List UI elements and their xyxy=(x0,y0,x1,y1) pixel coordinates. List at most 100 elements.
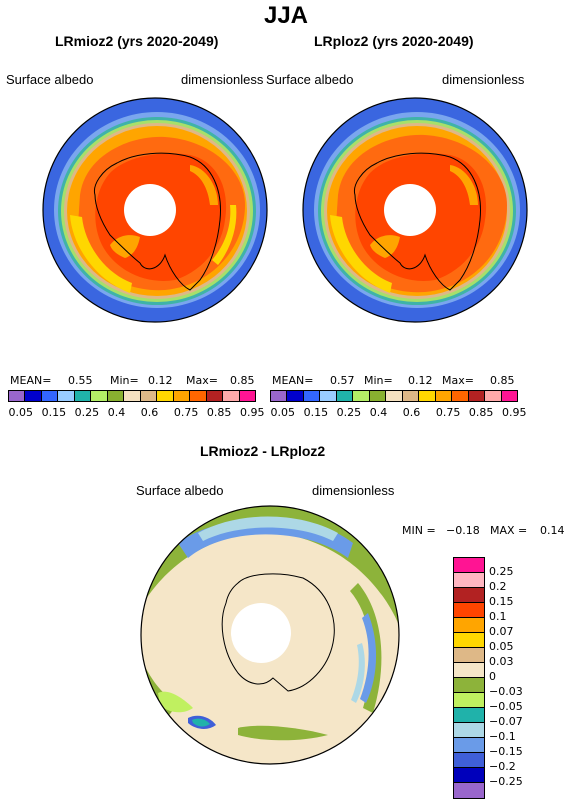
panel-2-max-label: Max= xyxy=(442,374,474,387)
colorbar-swatch xyxy=(287,391,304,401)
colorbar-tick-label: 0.2 xyxy=(489,580,507,593)
panel-2-min: 0.12 xyxy=(408,374,433,387)
colorbar-swatch xyxy=(353,391,370,401)
diff-max-label: MAX = xyxy=(490,524,528,537)
colorbar-swatch xyxy=(107,391,125,401)
colorbar-swatch xyxy=(454,618,484,633)
panel-2-variable: Surface albedo xyxy=(266,72,354,87)
colorbar-swatch xyxy=(271,391,288,401)
colorbar-swatch xyxy=(454,723,484,738)
panel-1-units: dimensionless xyxy=(181,72,264,87)
colorbar-tick-label: 0.05 xyxy=(270,406,296,419)
colorbar-tick-label: 0.05 xyxy=(8,406,34,419)
colorbar-tick-label: 0.1 xyxy=(489,610,507,623)
colorbar-swatch xyxy=(239,391,256,401)
panel-1-colorbar-labels: 0.05 0.15 0.25 0.4 0.6 0.75 0.85 0.95 xyxy=(8,406,265,420)
colorbar-swatch xyxy=(454,663,484,678)
colorbar-tick-label: 0.75 xyxy=(435,406,461,419)
colorbar-swatch xyxy=(468,391,486,401)
colorbar-tick-label: 0.75 xyxy=(173,406,199,419)
colorbar-swatch xyxy=(454,768,484,783)
colorbar-swatch xyxy=(58,391,75,401)
diff-title: LRmioz2 - LRploz2 xyxy=(200,443,326,459)
colorbar-swatch xyxy=(501,391,518,401)
colorbar-tick-label: 0.85 xyxy=(206,406,232,419)
panel-1-title: LRmioz2 (yrs 2020-2049) xyxy=(55,33,219,49)
colorbar-tick-label: −0.15 xyxy=(489,745,523,758)
colorbar-tick-label: 0.25 xyxy=(74,406,100,419)
colorbar-swatch xyxy=(320,391,337,401)
panel-1-variable: Surface albedo xyxy=(6,72,94,87)
colorbar-swatch xyxy=(157,391,174,401)
colorbar-swatch xyxy=(454,738,484,753)
colorbar-tick-label: 0.25 xyxy=(489,565,514,578)
panel-1-mean-label: MEAN= xyxy=(10,374,52,387)
diff-colorbar xyxy=(453,557,485,799)
diff-map xyxy=(140,505,400,765)
diff-min: −0.18 xyxy=(446,524,480,537)
colorbar-swatch xyxy=(454,633,484,648)
panel-1-max: 0.85 xyxy=(230,374,255,387)
colorbar-tick-label: 0.6 xyxy=(402,406,421,419)
colorbar-swatch xyxy=(454,678,484,693)
colorbar-swatch xyxy=(454,648,484,663)
panel-1-mean: 0.55 xyxy=(68,374,93,387)
panel-2-title: LRploz2 (yrs 2020-2049) xyxy=(314,33,474,49)
colorbar-swatch xyxy=(386,391,403,401)
diff-max: 0.14 xyxy=(540,524,565,537)
panel-2-map xyxy=(302,97,528,323)
colorbar-tick-label: −0.25 xyxy=(489,775,523,788)
colorbar-tick-label: 0.03 xyxy=(489,655,514,668)
colorbar-swatch xyxy=(454,573,484,588)
colorbar-swatch xyxy=(454,708,484,723)
colorbar-swatch xyxy=(25,391,42,401)
panel-1-colorbar xyxy=(8,390,256,402)
panel-1-min-label: Min= xyxy=(110,374,139,387)
colorbar-tick-label: −0.03 xyxy=(489,685,523,698)
colorbar-swatch xyxy=(206,391,224,401)
colorbar-swatch xyxy=(140,391,158,401)
colorbar-tick-label: 0.4 xyxy=(369,406,388,419)
diff-variable: Surface albedo xyxy=(136,483,224,498)
colorbar-tick-label: 0.05 xyxy=(489,640,514,653)
figure-title: JJA xyxy=(263,2,309,29)
colorbar-swatch xyxy=(91,391,108,401)
colorbar-swatch xyxy=(435,391,453,401)
colorbar-tick-label: 0.25 xyxy=(336,406,362,419)
panel-1-map xyxy=(42,97,268,323)
colorbar-swatch xyxy=(419,391,436,401)
colorbar-tick-label: −0.05 xyxy=(489,700,523,713)
panel-1-min: 0.12 xyxy=(148,374,173,387)
colorbar-swatch xyxy=(454,558,484,573)
colorbar-tick-label: 0.15 xyxy=(41,406,67,419)
colorbar-swatch xyxy=(173,391,191,401)
colorbar-swatch xyxy=(336,391,354,401)
colorbar-tick-label: 0.95 xyxy=(502,406,527,419)
colorbar-swatch xyxy=(454,693,484,708)
panel-2-colorbar-labels: 0.05 0.15 0.25 0.4 0.6 0.75 0.85 0.95 xyxy=(270,406,527,420)
colorbar-tick-label: 0.6 xyxy=(140,406,159,419)
diff-min-label: MIN = xyxy=(402,524,436,537)
colorbar-tick-label: 0.07 xyxy=(489,625,514,638)
panel-2-mean-label: MEAN= xyxy=(272,374,314,387)
panel-2-min-label: Min= xyxy=(364,374,393,387)
colorbar-swatch xyxy=(402,391,420,401)
panel-2-units: dimensionless xyxy=(442,72,525,87)
panel-2-colorbar xyxy=(270,390,518,402)
colorbar-swatch xyxy=(41,391,59,401)
colorbar-swatch xyxy=(454,588,484,603)
colorbar-swatch xyxy=(454,783,484,798)
colorbar-swatch xyxy=(485,391,502,401)
colorbar-swatch xyxy=(223,391,240,401)
panel-1-max-label: Max= xyxy=(186,374,218,387)
colorbar-swatch xyxy=(369,391,387,401)
panel-2-mean: 0.57 xyxy=(330,374,355,387)
colorbar-tick-label: −0.1 xyxy=(489,730,516,743)
colorbar-swatch xyxy=(124,391,141,401)
colorbar-tick-label: −0.2 xyxy=(489,760,516,773)
panel-2-max: 0.85 xyxy=(490,374,515,387)
colorbar-tick-label: 0 xyxy=(489,670,496,683)
colorbar-swatch xyxy=(303,391,321,401)
colorbar-swatch xyxy=(452,391,469,401)
colorbar-swatch xyxy=(74,391,92,401)
